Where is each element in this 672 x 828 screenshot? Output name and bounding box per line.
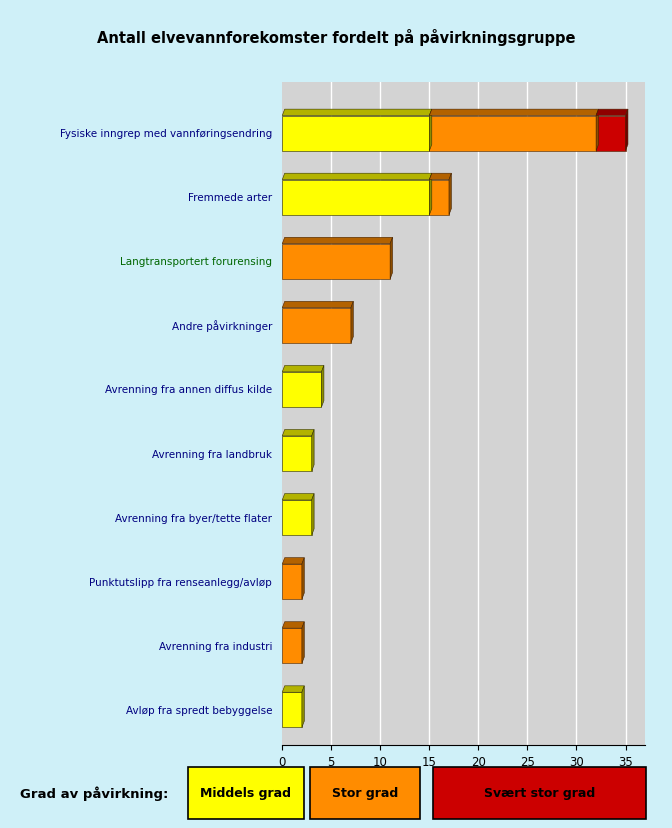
Polygon shape	[282, 558, 304, 565]
Text: Grad av påvirkning:: Grad av påvirkning:	[20, 786, 168, 800]
Polygon shape	[282, 430, 314, 436]
Polygon shape	[429, 110, 432, 152]
Text: Langtransportert forurensing: Langtransportert forurensing	[120, 257, 272, 267]
Polygon shape	[282, 174, 432, 181]
Polygon shape	[282, 500, 312, 536]
Polygon shape	[596, 117, 626, 152]
FancyBboxPatch shape	[310, 767, 420, 819]
Polygon shape	[282, 244, 390, 280]
Polygon shape	[312, 430, 314, 472]
Text: Punktutslipp fra renseanlegg/avløp: Punktutslipp fra renseanlegg/avløp	[89, 577, 272, 587]
Text: Svært stor grad: Svært stor grad	[484, 787, 595, 799]
Text: Avrenning fra annen diffus kilde: Avrenning fra annen diffus kilde	[105, 385, 272, 395]
Polygon shape	[282, 373, 321, 407]
Polygon shape	[302, 686, 304, 728]
Polygon shape	[282, 366, 324, 373]
Polygon shape	[596, 110, 628, 117]
Text: Avløp fra spredt bebyggelse: Avløp fra spredt bebyggelse	[126, 705, 272, 715]
Text: Avrenning fra landbruk: Avrenning fra landbruk	[152, 449, 272, 459]
Text: Andre påvirkninger: Andre påvirkninger	[172, 320, 272, 332]
Polygon shape	[351, 302, 353, 344]
Polygon shape	[282, 686, 304, 692]
Polygon shape	[282, 436, 312, 472]
Polygon shape	[429, 181, 449, 215]
FancyBboxPatch shape	[433, 767, 646, 819]
Text: Avrenning fra byer/tette flater: Avrenning fra byer/tette flater	[115, 513, 272, 523]
Polygon shape	[449, 174, 452, 215]
Polygon shape	[282, 238, 392, 244]
Polygon shape	[282, 308, 351, 344]
Polygon shape	[282, 110, 432, 117]
Polygon shape	[429, 110, 599, 117]
Polygon shape	[390, 238, 392, 280]
Text: Avrenning fra industri: Avrenning fra industri	[159, 641, 272, 651]
Text: Middels grad: Middels grad	[200, 787, 291, 799]
Text: Antall elvevannforekomster fordelt på påvirkningsgruppe: Antall elvevannforekomster fordelt på på…	[97, 29, 575, 46]
Text: Fremmede arter: Fremmede arter	[188, 193, 272, 203]
Polygon shape	[282, 181, 429, 215]
Text: Fysiske inngrep med vannføringsendring: Fysiske inngrep med vannføringsendring	[60, 129, 272, 139]
Polygon shape	[626, 110, 628, 152]
Polygon shape	[312, 494, 314, 536]
Polygon shape	[282, 302, 353, 308]
Polygon shape	[429, 174, 452, 181]
Polygon shape	[429, 174, 432, 215]
Polygon shape	[282, 565, 302, 599]
Polygon shape	[321, 366, 324, 407]
Polygon shape	[302, 558, 304, 599]
Polygon shape	[596, 110, 599, 152]
Polygon shape	[429, 117, 596, 152]
Polygon shape	[282, 494, 314, 500]
Polygon shape	[282, 117, 429, 152]
Polygon shape	[282, 622, 304, 628]
FancyBboxPatch shape	[187, 767, 304, 819]
Polygon shape	[282, 692, 302, 728]
Polygon shape	[282, 628, 302, 663]
Text: Stor grad: Stor grad	[332, 787, 398, 799]
Polygon shape	[302, 622, 304, 663]
